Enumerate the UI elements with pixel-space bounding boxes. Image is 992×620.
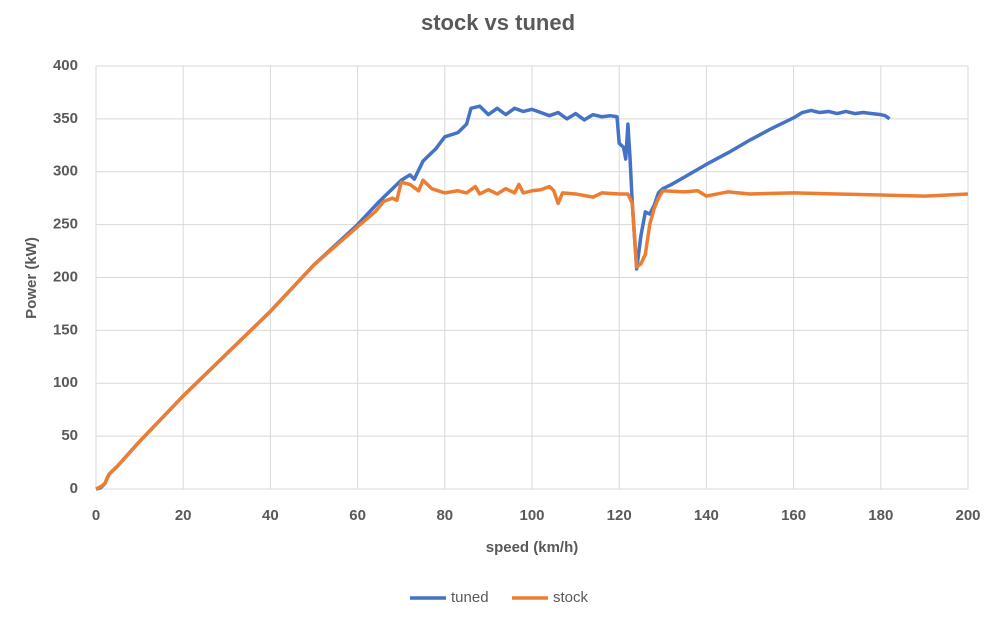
legend-label: stock [553,589,589,606]
x-tick-label: 80 [436,507,453,524]
y-tick-label: 200 [53,268,78,285]
x-tick-label: 100 [519,507,544,524]
y-tick-label: 150 [53,321,78,338]
y-tick-label: 300 [53,163,78,180]
y-axis-label: Power (kW) [23,237,40,319]
y-tick-label: 250 [53,216,78,233]
x-tick-label: 160 [781,507,806,524]
x-tick-label: 0 [92,507,100,524]
y-tick-label: 0 [70,480,78,497]
x-tick-label: 120 [607,507,632,524]
y-tick-label: 100 [53,374,78,391]
x-tick-label: 60 [349,507,366,524]
x-tick-label: 40 [262,507,279,524]
y-tick-label: 50 [61,427,78,444]
x-axis-label: speed (km/h) [486,539,579,556]
x-tick-label: 140 [694,507,719,524]
chart-title: stock vs tuned [421,10,575,35]
x-tick-label: 180 [868,507,893,524]
legend-label: tuned [451,589,489,606]
x-tick-label: 20 [175,507,192,524]
y-tick-label: 400 [53,57,78,74]
series-line [95,178,969,491]
series-line [95,104,891,491]
y-tick-label: 350 [53,110,78,127]
x-tick-label: 200 [955,507,980,524]
